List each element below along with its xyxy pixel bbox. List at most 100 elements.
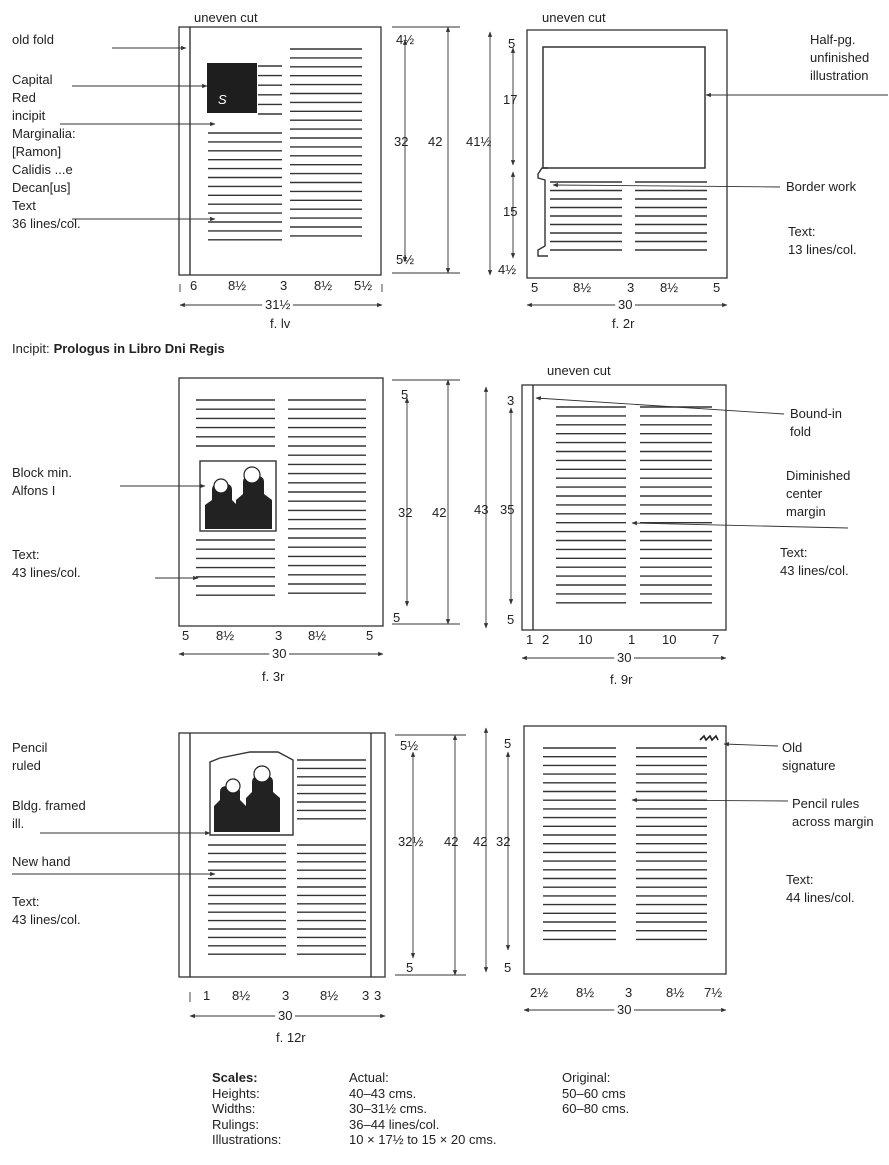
dim-w-6: 3 [374, 988, 381, 1003]
dim-total-width: 30 [272, 646, 286, 661]
dim-text-height: 32 [398, 505, 412, 520]
text-column-right [288, 399, 366, 594]
dim-bottom: 5 [507, 612, 514, 627]
note-bldg-framed: Bldg. framed [12, 798, 86, 813]
note-lines: 43 lines/col. [12, 565, 81, 580]
dim-total-width: 30 [617, 1002, 631, 1017]
page-f2r: uneven cut 5 17 15 4½ 41½ Half-pg. unfin… [466, 10, 888, 331]
scales-actual-value: 36–44 lines/col. [349, 1116, 440, 1132]
page-outline [523, 725, 727, 975]
dim-w-4: 8½ [660, 280, 678, 295]
text-column-right [297, 844, 366, 955]
dim-total-height: 43 [474, 502, 488, 517]
note-new-hand: New hand [12, 854, 71, 869]
text-column-right-upper [297, 759, 366, 820]
dim-w-2: 8½ [228, 278, 246, 293]
note-text: Text: [786, 872, 813, 887]
note-half-page: Half-pg. [810, 32, 856, 47]
page-f12r: Pencil ruled Bldg. framed ill. New hand … [12, 732, 466, 1045]
dim-w-2: 2 [542, 632, 549, 647]
page-last: 42 5 32 5 Old signature Pencil rules acr… [473, 725, 874, 1020]
dim-top: 5 [504, 736, 511, 751]
page-outline [178, 377, 384, 627]
page-f9r: uneven cut 43 3 35 5 Bound-in fold Dimin… [474, 363, 850, 687]
note-calidis: Calidis ...e [12, 162, 73, 177]
text-column-left [196, 399, 275, 596]
scales-actual-value: 40–43 cms. [349, 1085, 417, 1101]
note-margin: margin [786, 504, 826, 519]
note-signature: signature [782, 758, 835, 773]
note-old: Old [782, 740, 802, 755]
dim-total-width: 31½ [265, 297, 290, 312]
note-ill: ill. [12, 816, 24, 831]
incipit-title: Prologus in Libro Dni Regis [54, 341, 225, 356]
note-border-work: Border work [786, 179, 857, 194]
text-column-right [635, 181, 707, 251]
note-unfinished: unfinished [810, 50, 869, 65]
dim-bottom: 5 [504, 960, 511, 975]
text-column-right [636, 747, 707, 941]
note-across-margin: across margin [792, 814, 874, 829]
dim-bottom: 4½ [498, 262, 516, 277]
dim-w-6: 7 [712, 632, 719, 647]
page-outline [521, 384, 727, 631]
top-label: uneven cut [194, 10, 258, 25]
capital-letter: S [218, 92, 227, 107]
text-column-right [290, 48, 362, 237]
text-column-left [208, 844, 286, 955]
dim-w-4: 8½ [666, 985, 684, 1000]
text-column-left [208, 65, 282, 241]
note-center: center [786, 486, 823, 501]
old-signature-mark [699, 734, 719, 742]
page-outline [178, 732, 386, 978]
dim-w-1: 5 [182, 628, 189, 643]
top-label: uneven cut [542, 10, 606, 25]
note-old-fold: old fold [12, 32, 54, 47]
note-red: Red [12, 90, 36, 105]
dim-top: 4½ [396, 32, 414, 47]
scales-original: Original: 50–60 cms 60–80 cms. [562, 1070, 662, 1117]
note-pencil-rules: Pencil rules [792, 796, 860, 811]
dim-w-5: 5 [713, 280, 720, 295]
note-block-min: Block min. [12, 465, 72, 480]
caption-f2r: f. 2r [612, 316, 635, 331]
note-marginalia: Marginalia: [12, 126, 76, 141]
dim-w-5: 3 [362, 988, 369, 1003]
dim-bottom: 5 [393, 610, 400, 625]
dim-illustration: 17 [503, 92, 517, 107]
dim-total-height: 42 [444, 834, 458, 849]
dim-total-height: 41½ [466, 134, 491, 149]
dim-w-4: 1 [628, 632, 635, 647]
note-text: Text: [12, 547, 39, 562]
caption-f3r: f. 3r [262, 669, 285, 684]
scales-actual-value: 10 × 17½ to 15 × 20 cms. [349, 1132, 497, 1147]
scales-actual-header: Actual: [349, 1070, 389, 1085]
dim-w-3: 3 [282, 988, 289, 1003]
dim-w-2: 8½ [576, 985, 594, 1000]
text-column-right [640, 406, 712, 604]
dim-top: 5 [508, 36, 515, 51]
dim-top: 3 [507, 393, 514, 408]
text-column-left [550, 181, 622, 251]
caption-f1v: f. lv [270, 316, 291, 331]
note-diminished: Diminished [786, 468, 850, 483]
dim-text-height: 32 [394, 134, 408, 149]
block-miniature [199, 460, 277, 532]
dim-text-height: 32 [496, 834, 510, 849]
top-label: uneven cut [547, 363, 611, 378]
dim-w-3: 3 [275, 628, 282, 643]
scales-actual-value: 30–31½ cms. [349, 1101, 428, 1116]
note-text: Text: [788, 224, 815, 239]
dim-w-2: 8½ [216, 628, 234, 643]
dim-w-4: 8½ [320, 988, 338, 1003]
caption-f12r: f. 12r [276, 1030, 306, 1045]
text-column-left [556, 406, 626, 604]
scales-labels: Scales: Heights: Widths: Rulings: Illust… [212, 1070, 342, 1148]
dim-w-5: 5½ [354, 278, 372, 293]
dim-total-height: 42 [428, 134, 442, 149]
dim-total-height: 42 [473, 834, 487, 849]
dim-text-height: 32½ [398, 834, 423, 849]
scales-original-value: 50–60 cms [562, 1085, 626, 1101]
note-bound-in: Bound-in [790, 406, 842, 421]
